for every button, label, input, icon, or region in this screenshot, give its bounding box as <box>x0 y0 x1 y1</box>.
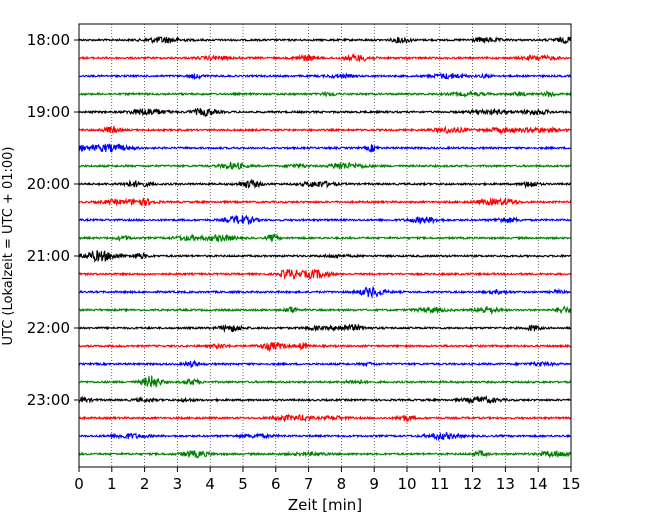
y-tick-label: 20:00 <box>27 175 70 193</box>
trace-line <box>78 232 572 243</box>
trace-line <box>78 89 572 99</box>
trace-line <box>78 53 572 63</box>
x-tick-label: 1 <box>107 475 117 493</box>
x-tick-label: 6 <box>271 475 281 493</box>
x-tick-label: 11 <box>430 475 449 493</box>
y-tick-label: 18:00 <box>27 31 70 49</box>
trace-line <box>78 323 572 334</box>
x-tick-label: 2 <box>140 475 150 493</box>
x-tick-label: 14 <box>529 475 548 493</box>
x-tick-label: 12 <box>463 475 482 493</box>
y-tick-label: 21:00 <box>27 247 70 265</box>
trace-line <box>78 249 572 263</box>
trace-line <box>78 413 572 424</box>
trace-line <box>78 124 572 136</box>
trace-line <box>78 359 572 369</box>
y-tick-label: 23:00 <box>27 391 70 409</box>
vertical-grid <box>111 24 539 467</box>
trace-line <box>78 268 572 280</box>
x-tick-label: 4 <box>205 475 215 493</box>
trace-line <box>78 375 572 388</box>
x-tick-label: 0 <box>74 475 84 493</box>
trace-line <box>78 161 572 171</box>
trace-line <box>79 341 572 353</box>
trace-line <box>78 35 572 45</box>
trace-group <box>78 35 572 459</box>
y-tick-label: 19:00 <box>27 103 70 121</box>
trace-line <box>78 431 572 442</box>
trace-line <box>78 196 572 207</box>
x-tick-label: 15 <box>561 475 580 493</box>
trace-line <box>78 72 572 81</box>
x-tick-label: 7 <box>304 475 314 493</box>
trace-line <box>78 305 572 316</box>
x-tick-label: 10 <box>397 475 416 493</box>
x-axis-label: Zeit [min] <box>288 496 362 514</box>
trace-line <box>78 214 572 226</box>
trace-line <box>78 395 572 405</box>
x-tick-label: 13 <box>496 475 515 493</box>
x-axis-ticks: 0 1 2 3 4 5 6 7 8 9 10 11 12 13 14 15 <box>74 467 581 493</box>
x-tick-label: 9 <box>369 475 379 493</box>
x-tick-label: 5 <box>238 475 248 493</box>
trace-line <box>78 178 572 190</box>
trace-line <box>78 286 572 299</box>
trace-line <box>78 107 572 118</box>
y-tick-label: 22:00 <box>27 319 70 337</box>
plot-frame <box>78 23 572 468</box>
x-tick-label: 3 <box>173 475 183 493</box>
y-axis-ticks: 18:00 19:00 20:00 21:00 22:00 23:00 <box>27 31 79 409</box>
x-tick-label: 8 <box>337 475 347 493</box>
trace-line <box>78 143 572 154</box>
y-axis-label: UTC (Lokalzeit = UTC + 01:00) <box>1 147 16 346</box>
trace-line <box>78 449 572 459</box>
